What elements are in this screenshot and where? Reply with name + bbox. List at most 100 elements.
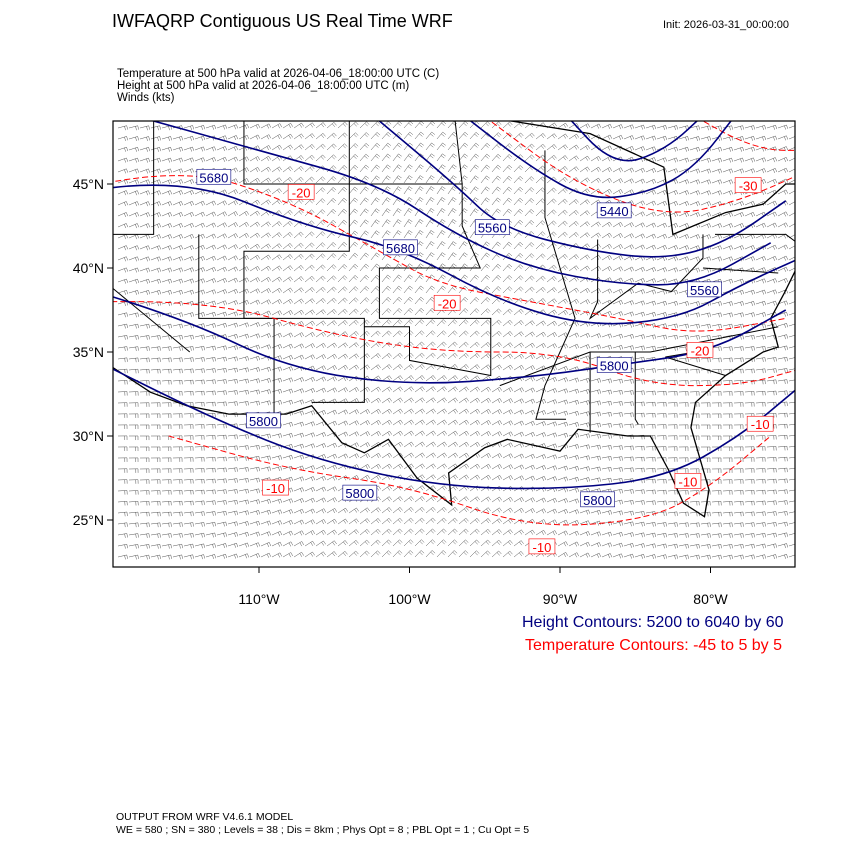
wind-barb — [205, 222, 217, 228]
wind-barb — [161, 136, 173, 142]
wind-barb — [700, 136, 712, 142]
wind-barb — [469, 164, 479, 173]
wind-barb — [128, 290, 140, 295]
wind-barb — [271, 552, 283, 558]
wind-barb — [348, 319, 359, 327]
wind-barb — [227, 255, 239, 261]
wind-barb — [304, 354, 316, 360]
wind-barb — [689, 391, 700, 396]
wind-barb — [447, 153, 457, 162]
wind-barb — [150, 256, 162, 262]
wind-barb — [502, 387, 514, 393]
wind-barb — [403, 539, 414, 547]
wind-barb — [216, 156, 228, 162]
wind-barb — [678, 335, 689, 340]
wind-barb — [150, 147, 162, 152]
wind-barb — [117, 402, 128, 407]
wind-barb — [315, 497, 327, 503]
wind-barb — [117, 157, 129, 163]
wind-barb — [711, 168, 723, 174]
wind-barb — [315, 365, 327, 371]
wind-barb — [535, 432, 547, 438]
wind-barb — [403, 208, 413, 217]
wind-barb — [205, 532, 216, 538]
wind-barb — [436, 375, 447, 382]
wind-barb — [612, 311, 624, 317]
wind-barb — [502, 331, 513, 338]
wind-barb — [590, 177, 601, 184]
wind-barb — [645, 424, 656, 429]
wind-barb — [348, 241, 358, 250]
wind-barb — [623, 532, 635, 538]
wind-barb — [524, 420, 536, 426]
wind-barb — [480, 121, 491, 129]
wind-barb — [216, 445, 227, 451]
wind-barb — [447, 419, 458, 426]
wind-barb — [656, 489, 667, 495]
wind-barb — [491, 275, 502, 283]
wind-barb — [326, 165, 337, 173]
wind-barb — [271, 134, 283, 140]
wind-barb — [788, 489, 795, 492]
wind-barb — [722, 490, 733, 495]
wind-barb — [667, 278, 679, 284]
wind-barb — [326, 551, 337, 558]
wind-barb — [755, 457, 766, 462]
wind-barb — [183, 312, 195, 318]
wind-barb — [678, 190, 690, 196]
wind-barb — [337, 453, 349, 459]
wind-barb — [546, 155, 557, 162]
wind-barb — [568, 221, 579, 228]
wind-barb — [667, 146, 679, 152]
wind-barb — [293, 231, 304, 239]
wind-barb — [161, 146, 173, 152]
wind-barb — [425, 142, 435, 151]
temperature-label: -20 — [438, 296, 457, 311]
wind-barb — [502, 165, 513, 173]
wind-barb — [381, 419, 392, 426]
wind-barb — [128, 413, 139, 418]
wind-barb — [271, 344, 283, 350]
wind-barb — [612, 167, 624, 173]
wind-barb — [172, 511, 183, 517]
wind-barb — [161, 346, 172, 351]
wind-barb — [293, 454, 305, 460]
wind-barb — [183, 125, 195, 131]
wind-barb — [117, 312, 128, 318]
temperature-contour-legend: Temperature Contours: -45 to 5 by 5 — [525, 637, 783, 654]
wind-barb — [755, 402, 766, 407]
wind-barb — [766, 435, 777, 440]
wind-barb — [227, 334, 239, 339]
wind-barb — [392, 364, 403, 371]
wind-barb — [579, 400, 591, 406]
wind-barb — [337, 320, 348, 327]
wind-barb — [216, 124, 228, 130]
wind-barb — [678, 157, 690, 163]
wind-barb — [689, 357, 700, 363]
wind-barb — [689, 323, 700, 329]
wind-barb — [216, 510, 227, 516]
wind-barb — [161, 554, 172, 560]
wind-barb — [150, 179, 162, 185]
wind-barb — [194, 222, 206, 228]
wind-barb — [139, 533, 150, 538]
wind-barb — [656, 390, 667, 396]
wind-barb — [458, 517, 469, 525]
wind-barb — [502, 275, 513, 283]
wind-barb — [370, 274, 381, 283]
wind-barb — [172, 234, 184, 240]
wind-barb — [700, 435, 711, 441]
wind-barb — [117, 212, 129, 218]
wind-barb — [766, 457, 777, 462]
wind-barb — [205, 323, 217, 329]
wind-barb — [623, 467, 634, 473]
height-contour-5800 — [113, 368, 795, 490]
wind-barb — [744, 201, 756, 207]
wind-barb — [656, 157, 668, 163]
wind-barb — [227, 510, 238, 516]
wind-barb — [656, 543, 667, 549]
wind-barb — [689, 402, 700, 407]
wind-barb — [183, 424, 194, 429]
wind-barb — [271, 265, 282, 272]
wind-barb — [579, 466, 590, 472]
